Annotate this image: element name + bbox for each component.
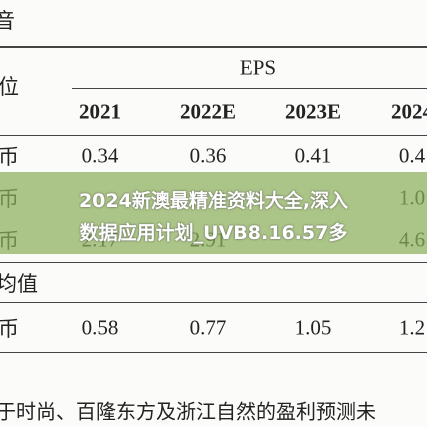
column-header: 2023E xyxy=(284,99,342,124)
cell: 0.77 xyxy=(189,315,227,340)
row-label: 币 xyxy=(0,145,19,169)
cell: 0.41 xyxy=(294,143,332,168)
rule xyxy=(0,352,427,353)
rule xyxy=(0,46,427,48)
cell: 1.2 xyxy=(398,315,426,340)
row-label: 币 xyxy=(0,317,19,341)
rule xyxy=(0,135,427,136)
group-header: EPS xyxy=(239,55,277,80)
column-header: 2022E xyxy=(179,99,237,124)
page-title: 音 xyxy=(0,9,15,33)
cell: 0.4 xyxy=(398,143,426,168)
overlay-text[interactable]: 2024新澳最精准资料大全,深入 xyxy=(78,190,349,212)
section-label: 均值 xyxy=(0,272,38,296)
column-header: 2024 xyxy=(391,99,427,124)
cell: 0.34 xyxy=(81,143,119,168)
cell: 0.58 xyxy=(81,315,119,340)
footnote: 于时尚、百隆东方及浙江自然的盈利预测未 xyxy=(0,401,376,424)
rule xyxy=(72,88,427,89)
rule xyxy=(0,262,427,263)
rule xyxy=(0,302,427,303)
unit-label: 位 xyxy=(0,75,19,99)
overlay-text[interactable]: 数据应用计划_UVB8.16.57多 xyxy=(79,222,348,244)
cell: 0.36 xyxy=(189,143,227,168)
column-header: 2021 xyxy=(79,99,121,124)
cell: 1.05 xyxy=(294,315,332,340)
overlay-banner[interactable]: 2024新澳最精准资料大全,深入 数据应用计划_UVB8.16.57多 xyxy=(0,172,427,254)
